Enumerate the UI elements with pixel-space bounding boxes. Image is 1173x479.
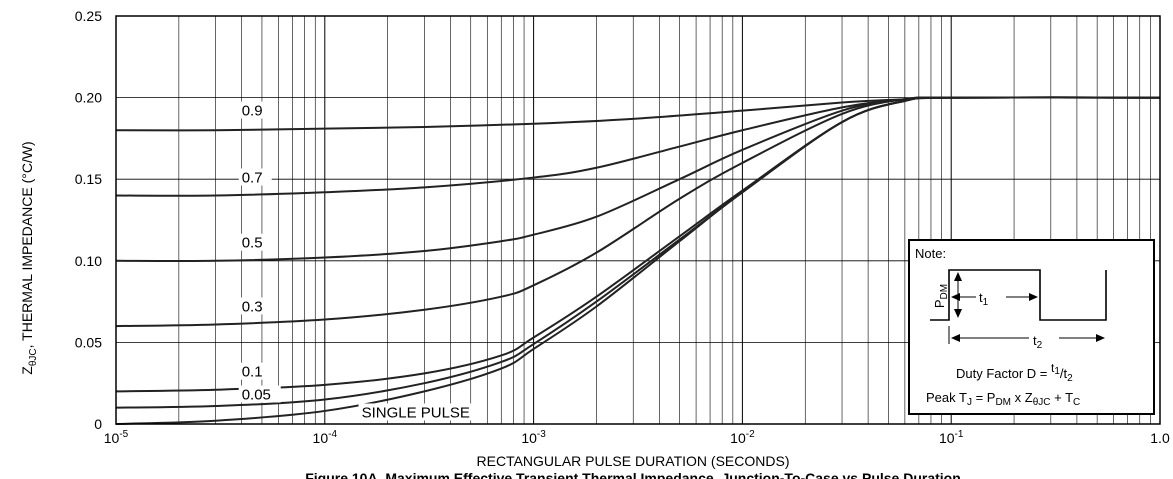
curve-label: 0.1 bbox=[242, 364, 263, 381]
x-tick-label: 10-1 bbox=[939, 429, 964, 446]
pdm-main: P bbox=[932, 299, 947, 308]
curve-label-bg bbox=[238, 233, 272, 251]
y-tick-label: 0.15 bbox=[75, 171, 102, 187]
x-axis-label: RECTANGULAR PULSE DURATION (SECONDS) bbox=[477, 453, 790, 469]
note-box-frame bbox=[908, 239, 1155, 415]
t1-label-bg bbox=[976, 287, 1006, 304]
peak-pdm-sub: DM bbox=[995, 397, 1011, 408]
t1-arrow-left bbox=[951, 293, 960, 301]
duty-prefix: Duty Factor D = bbox=[956, 366, 1051, 381]
curve-label: 0.05 bbox=[242, 387, 271, 404]
duty-den-sub: 2 bbox=[1067, 373, 1073, 384]
pdm-sub: DM bbox=[939, 284, 950, 300]
y-tick-labels: 0 0.05 0.10 0.15 0.20 0.25 bbox=[75, 8, 102, 432]
curves bbox=[115, 96, 1161, 425]
curve-line bbox=[115, 96, 1161, 197]
x-tick-exp: -4 bbox=[328, 429, 337, 440]
x-tick-label: 1.0 bbox=[1150, 430, 1170, 446]
x-tick-exp: -3 bbox=[537, 429, 546, 440]
pulse-waveform bbox=[930, 269, 1107, 321]
curve-label-bg bbox=[358, 403, 473, 421]
x-tick-base: 10 bbox=[104, 430, 120, 446]
figure-caption: Figure 10A. Maximum Effective Transient … bbox=[305, 470, 961, 479]
peak-tc-sub: C bbox=[1073, 397, 1080, 408]
curve-label-bg bbox=[238, 362, 272, 380]
note-title: Note: bbox=[915, 246, 946, 261]
x-tick-exp: -1 bbox=[955, 429, 964, 440]
y-axis-label: ZθJC, THERMAL IMPEDANCE (°C/W) bbox=[19, 141, 39, 374]
y-axis-label-main: Z bbox=[19, 366, 35, 375]
t1-main: t bbox=[979, 290, 983, 305]
peak-tj-sub: J bbox=[967, 397, 972, 408]
t2-arrow-right bbox=[1096, 334, 1105, 342]
duty-slash: / bbox=[1060, 366, 1064, 381]
peak-z-sub: θJC bbox=[1033, 397, 1051, 408]
pdm-arrow-bottom bbox=[954, 309, 962, 318]
curve-line bbox=[115, 96, 1161, 425]
duty-den-main: t bbox=[1064, 366, 1068, 381]
y-axis-label-sub: θJC bbox=[28, 348, 39, 366]
t1-label: t1 bbox=[979, 290, 989, 308]
peak-x: x Z bbox=[1011, 390, 1033, 405]
duty-num-sub: 1 bbox=[1054, 366, 1060, 377]
x-tick-label: 10-3 bbox=[521, 429, 546, 446]
x-tick-exp: -5 bbox=[119, 429, 128, 440]
peak-formula: Peak TJ = PDM x ZθJC + TC bbox=[926, 390, 1080, 408]
y-tick-label: 0 bbox=[94, 416, 102, 432]
curve-labels: 0.9 0.7 0.5 0.3 0.1 0.05 SINGLE PULSE bbox=[238, 101, 473, 421]
peak-plus: + T bbox=[1050, 390, 1073, 405]
pdm-label: PDM bbox=[932, 284, 950, 308]
pdm-arrow-top bbox=[954, 272, 962, 281]
y-tick-label: 0.05 bbox=[75, 334, 102, 350]
t2-sub: 2 bbox=[1037, 340, 1043, 351]
curve-label-bg bbox=[238, 101, 272, 119]
t2-arrow-left bbox=[951, 334, 960, 342]
t2-main: t bbox=[1033, 333, 1037, 348]
curve-label-bg bbox=[238, 168, 272, 186]
y-tick-label: 0.20 bbox=[75, 90, 102, 106]
t2-label: t2 bbox=[1033, 333, 1043, 351]
curve-label: 0.5 bbox=[242, 235, 263, 252]
curve-label: SINGLE PULSE bbox=[362, 404, 470, 421]
curve-line bbox=[115, 96, 1161, 132]
plot-frame bbox=[115, 15, 1161, 425]
x-tick-base: 10 bbox=[730, 430, 746, 446]
x-tick-labels: 10-5 10-4 10-3 10-2 10-1 1.0 bbox=[104, 429, 1170, 446]
x-tick-base: 10 bbox=[313, 430, 329, 446]
x-tick-label: 10-4 bbox=[313, 429, 338, 446]
note-box: Note: PDM t1 t2 Duty Factor D = t1/t2 Pe… bbox=[908, 239, 1155, 415]
duty-num-main: t bbox=[1051, 361, 1055, 375]
x-tick-exp: -2 bbox=[746, 429, 755, 440]
peak-prefix: Peak T bbox=[926, 390, 967, 405]
y-tick-label: 0.10 bbox=[75, 253, 102, 269]
peak-eq: = P bbox=[972, 390, 996, 405]
curve-label: 0.3 bbox=[242, 298, 263, 315]
curve-label: 0.7 bbox=[242, 169, 263, 186]
x-tick-label: 10-2 bbox=[730, 429, 755, 446]
t1-sub: 1 bbox=[983, 297, 989, 308]
curve-label-bg bbox=[238, 297, 272, 315]
t2-label-bg bbox=[1029, 329, 1059, 346]
y-tick-label: 0.25 bbox=[75, 8, 102, 24]
x-tick-base: 10 bbox=[939, 430, 955, 446]
curve-label-bg bbox=[238, 385, 281, 403]
x-tick-base: 1.0 bbox=[1150, 430, 1170, 446]
x-tick-base: 10 bbox=[521, 430, 537, 446]
duty-factor: Duty Factor D = t1/t2 bbox=[956, 361, 1073, 384]
x-tick-label: 10-5 bbox=[104, 429, 129, 446]
curve-label: 0.9 bbox=[242, 103, 263, 120]
t1-arrow-right bbox=[1029, 293, 1038, 301]
y-axis-label-rest: , THERMAL IMPEDANCE (°C/W) bbox=[19, 141, 35, 348]
